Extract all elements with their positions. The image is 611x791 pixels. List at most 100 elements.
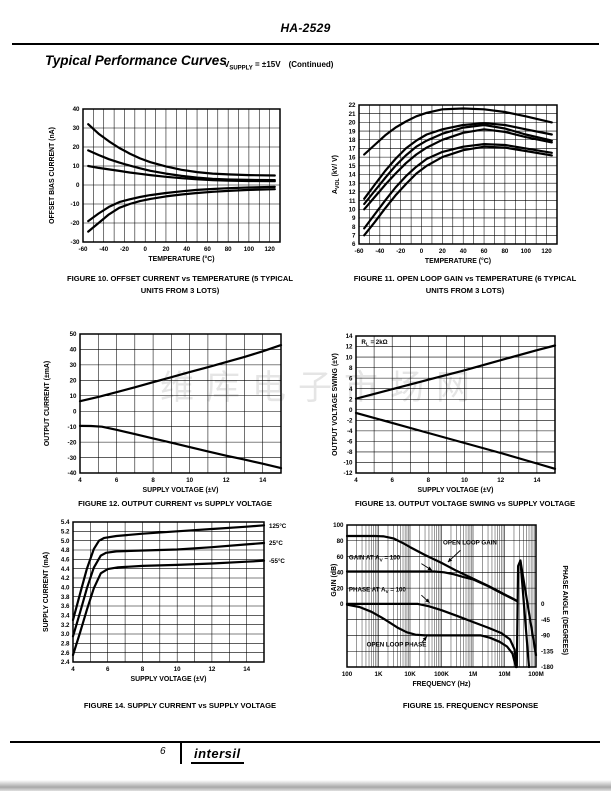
- svg-text:FREQUENCY (Hz): FREQUENCY (Hz): [412, 681, 470, 688]
- svg-text:0: 0: [76, 182, 80, 189]
- figure-15-caption: FIGURE 15. FREQUENCY RESPONSE: [402, 701, 539, 710]
- svg-text:12: 12: [346, 344, 353, 351]
- page-title: HA-2529: [280, 21, 331, 35]
- svg-text:0: 0: [349, 407, 353, 414]
- figure-13-block: 4 6 8 10 12 14 14 12 10 8 6 4 2 0 -2 -4 -6 -8 -10 -12 SUPPLY…: [330, 325, 600, 508]
- svg-text:20: 20: [349, 120, 356, 127]
- svg-text:SUPPLY VOLTAGE (±V): SUPPLY VOLTAGE (±V): [131, 676, 207, 683]
- footer-divider: [180, 742, 182, 764]
- supply-condition: VSUPPLY = ±15V (Continued): [224, 60, 333, 72]
- svg-text:100: 100: [521, 248, 532, 255]
- svg-text:4.8: 4.8: [61, 547, 70, 554]
- svg-text:5.2: 5.2: [61, 529, 70, 536]
- svg-text:40: 40: [73, 106, 80, 113]
- svg-text:2.8: 2.8: [61, 641, 70, 648]
- figure-15-chart: 100 1K 10K 100K 1M 10M 100M 100 80 60 40 20 0 0 -45 -90…: [331, 522, 568, 688]
- svg-text:100: 100: [244, 246, 255, 253]
- svg-text:7: 7: [352, 233, 356, 240]
- svg-text:19: 19: [349, 128, 356, 135]
- svg-text:4: 4: [349, 386, 353, 393]
- figure-14-caption: FIGURE 14. SUPPLY CURRENT vs SUPPLY VOLT…: [83, 701, 277, 710]
- svg-text:OFFSET BIAS CURRENT (nA): OFFSET BIAS CURRENT (nA): [49, 127, 56, 224]
- svg-text:40: 40: [70, 347, 77, 354]
- svg-text:4.2: 4.2: [61, 575, 70, 582]
- svg-text:-12: -12: [344, 470, 354, 477]
- svg-text:6: 6: [106, 666, 110, 673]
- svg-text:0: 0: [420, 248, 424, 255]
- svg-text:12: 12: [223, 477, 230, 484]
- svg-text:SUPPLY CURRENT (mA): SUPPLY CURRENT (mA): [43, 552, 50, 632]
- svg-text:PHASE AT AV = 100: PHASE AT AV = 100: [349, 586, 407, 594]
- svg-text:22: 22: [349, 102, 356, 109]
- svg-text:1M: 1M: [469, 671, 478, 678]
- svg-text:100: 100: [333, 522, 344, 529]
- svg-text:3.0: 3.0: [61, 631, 70, 638]
- svg-text:SUPPLY VOLTAGE (±V): SUPPLY VOLTAGE (±V): [143, 487, 219, 494]
- svg-text:6: 6: [390, 477, 394, 484]
- svg-text:8: 8: [151, 477, 155, 484]
- svg-text:4.0: 4.0: [61, 585, 70, 592]
- svg-text:100: 100: [342, 671, 353, 678]
- svg-text:-10: -10: [344, 460, 354, 467]
- svg-text:-40: -40: [68, 470, 78, 477]
- svg-text:30: 30: [70, 362, 77, 369]
- svg-text:80: 80: [337, 538, 344, 545]
- svg-text:120: 120: [541, 248, 552, 255]
- svg-text:-60: -60: [79, 246, 89, 253]
- svg-text:0: 0: [340, 601, 344, 608]
- svg-text:-10: -10: [71, 201, 81, 208]
- svg-text:30: 30: [73, 125, 80, 132]
- svg-text:4: 4: [71, 666, 75, 673]
- figure-12-caption: FIGURE 12. OUTPUT CURRENT vs SUPPLY VOLT…: [78, 499, 272, 508]
- svg-text:0: 0: [541, 601, 545, 608]
- svg-text:4: 4: [78, 477, 82, 484]
- svg-text:-45: -45: [541, 617, 551, 624]
- svg-text:11: 11: [349, 198, 356, 205]
- svg-text:60: 60: [204, 246, 211, 253]
- figure-14-chart: 4 6 8 10 12 14 5.4 5.2 5.0 4.8 4.6 4.4 4.2 4.0 3.8 3.6 3…: [43, 519, 287, 683]
- supply-condition-base: V: [224, 60, 230, 69]
- svg-text:40: 40: [337, 570, 344, 577]
- svg-text:-20: -20: [120, 246, 130, 253]
- svg-text:15: 15: [349, 163, 356, 170]
- svg-text:-40: -40: [99, 246, 109, 253]
- svg-text:10: 10: [174, 666, 181, 673]
- intersil-logo: intersil: [191, 746, 244, 764]
- svg-text:60: 60: [481, 248, 488, 255]
- svg-text:18: 18: [349, 137, 356, 144]
- svg-text:6: 6: [352, 241, 356, 248]
- svg-text:10: 10: [73, 163, 80, 170]
- svg-text:10: 10: [70, 393, 77, 400]
- svg-text:8: 8: [427, 477, 431, 484]
- svg-text:8: 8: [141, 666, 145, 673]
- svg-text:20: 20: [439, 248, 446, 255]
- figure-12-block: 4 6 8 10 12 14 50 40 30 20 10 0 -10 -20 -30 -40 SUPPLY V…: [40, 325, 310, 508]
- figure-10-chart: -60 -40 -20 0 20 40 60 80 100 120403020100-10-20-…: [49, 106, 281, 263]
- svg-text:-4: -4: [347, 428, 353, 435]
- svg-text:8: 8: [349, 365, 353, 372]
- svg-text:80: 80: [225, 246, 232, 253]
- svg-text:-2: -2: [347, 418, 353, 425]
- svg-text:40: 40: [183, 246, 190, 253]
- svg-text:-55°C: -55°C: [269, 558, 285, 565]
- figure-11-chart: -60 -40 -20 0 20 40 60 80 100 1202221201918171615…: [332, 102, 558, 265]
- svg-text:GAIN (dB): GAIN (dB): [331, 564, 338, 597]
- svg-text:-135: -135: [541, 648, 554, 655]
- svg-text:OUTPUT VOLTAGE SWING (±V): OUTPUT VOLTAGE SWING (±V): [332, 353, 339, 456]
- svg-text:-40: -40: [375, 248, 385, 255]
- svg-text:PHASE ANGLE (DEGREES): PHASE ANGLE (DEGREES): [561, 565, 568, 655]
- svg-text:TEMPERATURE (°C): TEMPERATURE (°C): [148, 255, 214, 263]
- svg-text:-8: -8: [347, 449, 353, 456]
- footer-rule: [10, 741, 600, 743]
- figure-11-caption: FIGURE 11. OPEN LOOP GAIN vs TEMPERATURE…: [353, 274, 577, 295]
- svg-text:14: 14: [533, 477, 540, 484]
- scan-edge-band: [0, 780, 611, 791]
- svg-text:20: 20: [73, 144, 80, 151]
- figure-12-chart: 4 6 8 10 12 14 50 40 30 20 10 0 -10 -20 -30 -40 SUPPLY V…: [44, 331, 283, 494]
- svg-text:60: 60: [337, 554, 344, 561]
- svg-text:14: 14: [259, 477, 266, 484]
- svg-text:14: 14: [243, 666, 250, 673]
- svg-text:0: 0: [73, 408, 77, 415]
- svg-text:-30: -30: [71, 239, 81, 246]
- svg-text:1K: 1K: [375, 671, 383, 678]
